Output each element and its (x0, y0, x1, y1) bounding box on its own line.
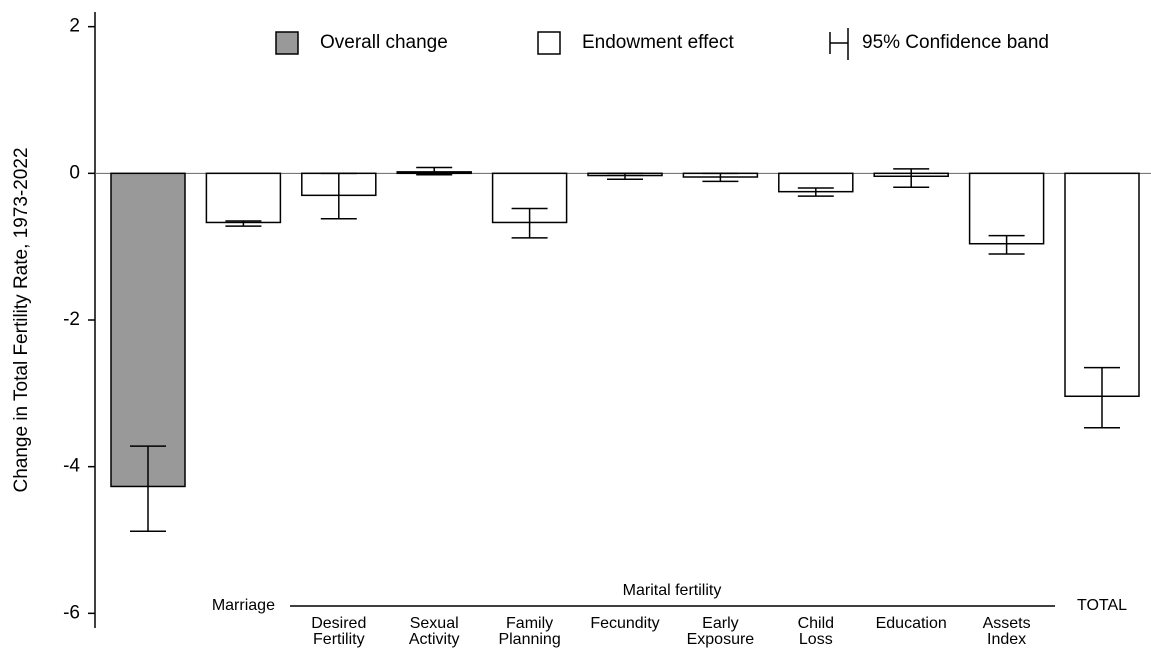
y-tick-label: -6 (63, 602, 80, 623)
x-tick-label: Child Loss (798, 615, 834, 648)
bar (968, 172, 1045, 245)
legend-swatch (275, 31, 299, 55)
legend-label: Endowment effect (582, 32, 734, 53)
bar (205, 172, 282, 224)
y-tick-label: 2 (69, 16, 80, 37)
group-label: Marital fertility (623, 582, 722, 599)
x-tick-label-line: Index (987, 631, 1026, 648)
y-tick-label: -4 (63, 456, 80, 477)
y-tick-label: 0 (69, 162, 80, 183)
x-tick-label-line: Assets (983, 615, 1031, 632)
x-tick-label: Early Exposure (687, 615, 755, 648)
legend-label: Overall change (320, 32, 448, 53)
x-tick-label-line: Family (506, 615, 553, 632)
x-tick-label: Education (876, 615, 947, 632)
x-tick-label: Desired Fertility (311, 615, 366, 648)
x-tick-label-line: Desired (311, 615, 366, 632)
y-tick-label: -2 (63, 309, 80, 330)
bar (1064, 172, 1140, 398)
x-tick-label-line: Sexual (410, 615, 459, 632)
x-tick-label-line: Child (798, 615, 834, 632)
x-tick-label-line: Marriage (212, 597, 275, 614)
legend-label: 95% Confidence band (862, 32, 1049, 53)
x-tick-label: Family Planning (498, 615, 560, 648)
x-tick-label-line: Early (702, 615, 738, 632)
y-axis-label: Change in Total Fertility Rate, 1973-202… (11, 147, 32, 492)
x-tick-label: Sexual Activity (409, 615, 460, 648)
x-tick-label-line: TOTAL (1077, 597, 1127, 614)
x-tick-label-line: Education (876, 615, 947, 632)
x-tick-label: Assets Index (983, 615, 1031, 648)
x-tick-label: Marriage (212, 597, 275, 614)
x-tick-label-line: Activity (409, 631, 460, 648)
x-tick-label-line: Loss (799, 631, 833, 648)
x-tick-label: Fecundity (590, 615, 659, 632)
x-tick-label-line: Planning (498, 631, 560, 648)
x-tick-label-line: Exposure (687, 631, 755, 648)
legend-swatch (537, 31, 561, 55)
x-tick-label-line: Fertility (313, 631, 365, 648)
x-tick-label-line: Fecundity (590, 615, 659, 632)
bar (110, 172, 186, 488)
x-tick-label: TOTAL (1077, 597, 1127, 614)
